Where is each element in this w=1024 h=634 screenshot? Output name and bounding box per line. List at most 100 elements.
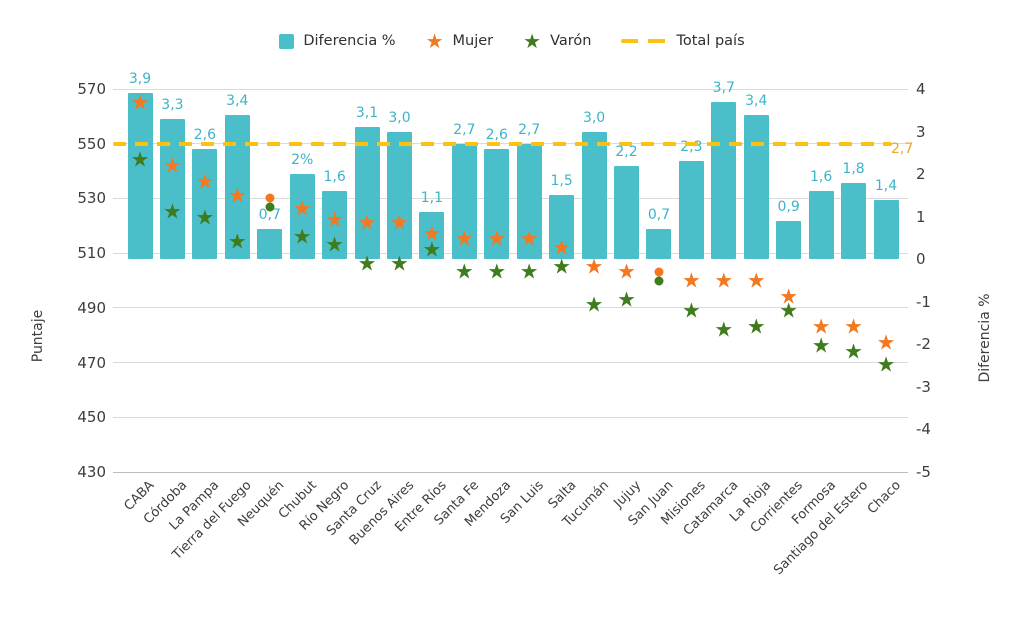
varon-star-marker: ★ <box>487 259 507 284</box>
right-axis-tick-label: -4 <box>916 420 931 439</box>
bar-value-label: 1,5 <box>550 173 573 190</box>
bar-La Pampa <box>192 148 218 260</box>
left-axis-tick-label: 550 <box>77 134 106 153</box>
varon-star-marker: ★ <box>227 229 247 254</box>
bar-value-label: 3,4 <box>226 92 249 109</box>
varon-star-marker: ★ <box>779 298 799 323</box>
mujer-star-marker: ★ <box>552 235 572 260</box>
legend-item-total-pais: Total país <box>621 33 745 49</box>
mujer-star-marker: ★ <box>454 226 474 251</box>
bar-Mendoza <box>484 148 510 260</box>
bar-value-label: 3,1 <box>355 105 379 122</box>
mujer-star-marker: ★ <box>357 210 377 235</box>
gridline <box>113 88 908 90</box>
bar-San Luis <box>516 144 542 260</box>
bar-La Rioja <box>743 114 769 260</box>
legend-label-diferencia: Diferencia % <box>303 33 396 49</box>
left-axis-tick-label: 570 <box>77 80 106 98</box>
bar-Entre Ríos <box>419 212 445 260</box>
gridline <box>113 197 908 199</box>
bar-Tucumán <box>581 131 607 260</box>
right-axis-tick-label: 0 <box>916 250 926 269</box>
mujer-star-marker: ★ <box>163 153 182 178</box>
gridline <box>113 471 908 473</box>
varon-star-marker: ★ <box>130 147 150 172</box>
mujer-star-marker: ★ <box>617 259 636 284</box>
mujer-star-marker: ★ <box>195 169 215 194</box>
mujer-star-marker: ★ <box>487 226 507 251</box>
bar-Buenos Aires <box>386 131 412 260</box>
left-axis-title: Puntaje <box>30 309 46 363</box>
varon-star-marker: ★ <box>617 287 636 312</box>
bar-value-label: 3,0 <box>388 109 411 126</box>
mujer-star-marker: ★ <box>292 196 312 221</box>
gridline <box>113 307 908 309</box>
varon-star-marker: ★ <box>519 259 539 284</box>
mujer-star-marker: ★ <box>779 284 799 309</box>
bar-value-label: 1,6 <box>323 169 346 186</box>
mujer-star-marker: ★ <box>227 183 247 208</box>
mujer-star-marker: ★ <box>681 268 701 292</box>
gridline <box>113 252 908 254</box>
right-axis-tick-label: 3 <box>916 122 926 141</box>
left-axis-tick-label: 510 <box>77 244 106 263</box>
right-axis-tick-label: 2 <box>916 165 926 184</box>
bar-value-label: 3,4 <box>745 92 768 109</box>
bar-Formosa <box>808 191 834 260</box>
varon-star-marker: ★ <box>195 205 215 230</box>
bar-value-label: 2,7 <box>453 122 476 139</box>
mujer-star-marker: ★ <box>714 268 734 292</box>
varon-star-marker: ★ <box>584 292 604 317</box>
bar-CABA <box>127 93 153 260</box>
left-axis-tick-label: 450 <box>77 408 106 427</box>
bar-Catamarca <box>711 101 737 260</box>
bar-value-label: 2,7 <box>518 122 541 139</box>
varon-star-marker: ★ <box>876 352 896 377</box>
mujer-star-marker: ★ <box>811 314 831 339</box>
left-axis-tick-label: 530 <box>77 189 106 208</box>
total-pais-value-label: 2,7 <box>891 141 914 158</box>
right-axis-tick-label: 4 <box>916 80 926 98</box>
bar-Corrientes <box>776 220 802 260</box>
bar-value-label: 2,2 <box>615 143 638 160</box>
bar-value-label: 2% <box>291 152 314 169</box>
varon-star-marker: ★ <box>714 317 734 342</box>
right-axis-tick-label: -2 <box>916 335 931 354</box>
varon-star-marker: ★ <box>325 232 345 257</box>
mujer-star-marker: ★ <box>584 254 604 279</box>
bar-Neuquén <box>257 229 283 260</box>
bar-swatch-icon <box>279 33 295 49</box>
bar-value-label: 3,7 <box>712 79 735 96</box>
mujer-star-marker: ★ <box>844 314 863 339</box>
legend-label-varon: Varón <box>550 33 592 49</box>
gridline <box>113 362 908 364</box>
right-axis-tick-label: -5 <box>916 463 931 481</box>
mujer-star-marker: ★ <box>130 90 150 115</box>
varon-star-marker: ★ <box>163 199 182 224</box>
legend-label-total-pais: Total país <box>676 33 745 49</box>
legend-label-mujer: Mujer <box>452 33 494 49</box>
varon-star-marker: ★ <box>746 314 766 339</box>
total-pais-line <box>113 142 892 147</box>
bar-Tierra del Fuego <box>224 114 250 260</box>
varon-star-marker: ★ <box>422 237 442 262</box>
left-axis-tick-label: 430 <box>77 463 106 481</box>
mujer-star-marker: ★ <box>325 207 345 232</box>
legend-item-diferencia: Diferencia % <box>279 33 396 49</box>
bar-value-label: 3,0 <box>582 109 606 126</box>
bar-Córdoba <box>159 118 185 260</box>
varon-star-marker: ★ <box>357 251 377 276</box>
legend: Diferencia % ★ Mujer ★ Varón Total país <box>0 26 1024 56</box>
varon-dot-marker <box>654 276 664 285</box>
gridline <box>113 416 908 418</box>
varon-star-marker: ★ <box>390 251 409 276</box>
bar-value-label: 3,9 <box>128 71 152 88</box>
x-axis-label-Chaco: Chaco <box>864 478 904 518</box>
bar-value-label: 1,1 <box>420 190 444 207</box>
right-axis-title: Diferencia % <box>977 293 993 383</box>
mujer-dot-marker <box>265 193 275 203</box>
bar-value-label: 1,8 <box>842 160 865 177</box>
bar-Chubut <box>289 174 315 260</box>
bar-Santa Fe <box>451 144 477 260</box>
